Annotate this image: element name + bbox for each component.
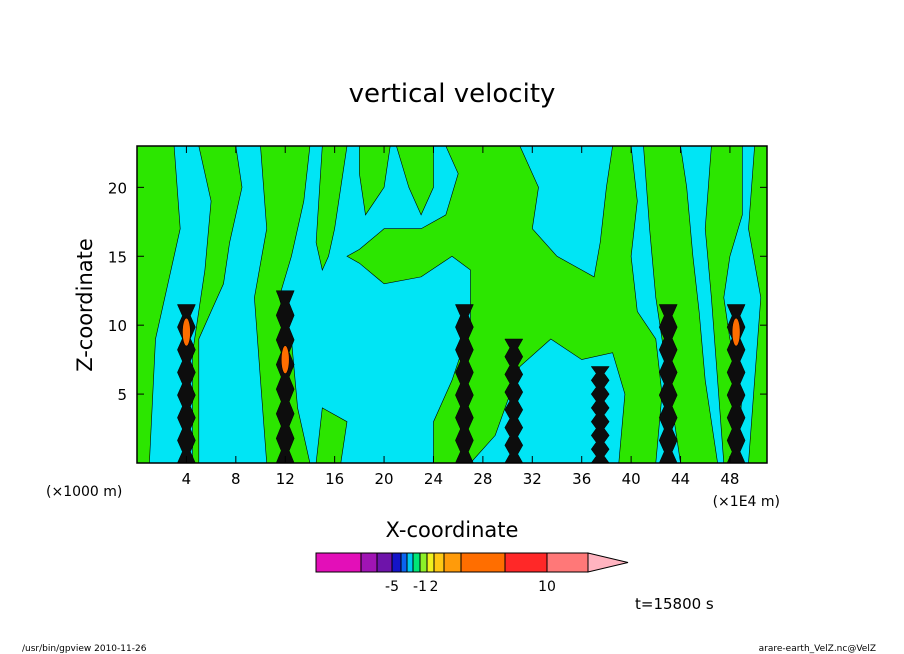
colorbar-box — [315, 552, 362, 573]
y-axis-ticks: 5 10 15 20 — [108, 179, 767, 404]
y-tick-label: 15 — [108, 248, 127, 266]
updraft-maximum — [731, 317, 741, 347]
colorbar-tick-label: -1 — [413, 579, 427, 595]
colorbar-box — [426, 552, 435, 573]
x-tick-label: 28 — [473, 470, 492, 488]
footer-left: /usr/bin/gpview 2010-11-26 — [22, 644, 147, 654]
contour-field — [137, 146, 767, 463]
colorbar-box — [376, 552, 393, 573]
colorbar-box — [546, 552, 589, 573]
positive-region — [137, 146, 181, 463]
updraft-column — [504, 338, 524, 463]
x-tick-label: 4 — [182, 470, 192, 488]
plot-frame — [136, 145, 768, 464]
x-tick-label: 48 — [720, 470, 739, 488]
colorbar-box — [406, 552, 414, 573]
updraft-column — [658, 304, 678, 463]
x-unit-left: (×1000 m) — [46, 484, 122, 500]
x-axis-label: X-coordinate — [386, 518, 519, 542]
x-axis-ticks: 4 8 12 16 20 24 28 32 36 40 44 48 — [182, 146, 739, 488]
positive-region — [396, 146, 434, 216]
x-tick-label: 24 — [424, 470, 443, 488]
x-tick-label: 32 — [523, 470, 542, 488]
x-tick-label: 40 — [622, 470, 641, 488]
x-unit-right: (×1E4 m) — [713, 494, 780, 510]
colorbar-box — [391, 552, 402, 573]
updraft-column — [590, 366, 610, 463]
colorbar-box — [412, 552, 421, 573]
colorbar: -5 -1 2 10 — [315, 552, 629, 595]
time-label: t=15800 s — [635, 595, 714, 613]
positive-region — [254, 146, 311, 463]
colorbar-box — [419, 552, 428, 573]
colorbar-box — [433, 552, 445, 573]
updraft-maximum — [182, 317, 191, 347]
chart-title: vertical velocity — [349, 79, 556, 109]
footer-right: arare-earth_VelZ.nc@VelZ — [759, 644, 876, 654]
positive-region — [346, 146, 663, 463]
positive-region — [315, 407, 348, 463]
positive-region — [748, 146, 767, 463]
x-tick-label: 12 — [276, 470, 295, 488]
positive-region — [192, 146, 243, 463]
colorbar-box — [504, 552, 548, 573]
colorbar-box — [443, 552, 462, 573]
x-tick-label: 44 — [671, 470, 690, 488]
colorbar-box — [460, 552, 506, 573]
positive-region — [359, 146, 391, 216]
y-tick-label: 20 — [108, 179, 127, 197]
colorbar-box — [400, 552, 408, 573]
x-tick-label: 8 — [231, 470, 241, 488]
y-tick-label: 10 — [108, 317, 127, 335]
updraft-column — [726, 304, 746, 463]
y-tick-label: 5 — [117, 386, 127, 404]
y-axis-label: Z-coordinate — [73, 238, 97, 372]
positive-region — [643, 146, 718, 463]
updraft-column — [275, 290, 295, 463]
colorbar-extend — [587, 552, 629, 573]
updraft-column — [455, 304, 474, 463]
updraft-maximum — [280, 345, 290, 374]
colorbar-box — [360, 552, 378, 573]
x-tick-label: 16 — [325, 470, 344, 488]
colorbar-tick-label: 2 — [430, 579, 439, 595]
x-tick-label: 20 — [375, 470, 394, 488]
updraft-column — [177, 304, 196, 463]
colorbar-tick-label: 10 — [538, 579, 556, 595]
positive-region — [315, 146, 348, 271]
colorbar-tick-label: -5 — [385, 579, 399, 595]
x-tick-label: 36 — [572, 470, 591, 488]
